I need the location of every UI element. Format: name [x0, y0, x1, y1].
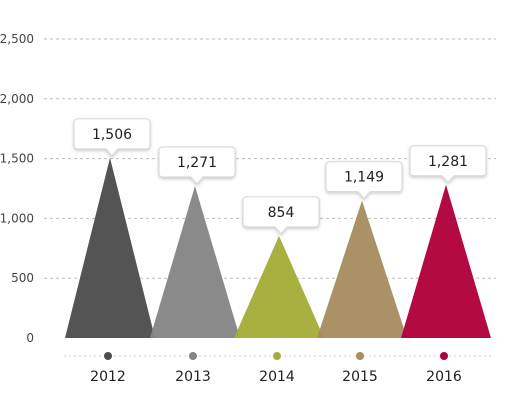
triangle-bar-2014 — [234, 235, 324, 338]
x-tick-label: 2015 — [342, 369, 378, 385]
data-label: 1,149 — [344, 170, 384, 186]
y-tick-label: 500 — [11, 271, 34, 285]
data-label: 1,506 — [92, 127, 132, 143]
y-tick-label: 0 — [26, 331, 34, 345]
callout-box — [73, 118, 151, 157]
y-tick-label: 1,500 — [0, 152, 34, 166]
value-callout — [409, 145, 487, 184]
triangle-bar-2013 — [150, 185, 240, 338]
triangle-bar-2012 — [65, 157, 155, 338]
triangle-bar-2015 — [317, 200, 407, 338]
value-callout — [242, 196, 320, 235]
data-label: 1,281 — [428, 154, 468, 170]
data-label: 1,271 — [177, 155, 217, 171]
category-marker-dot — [356, 352, 364, 360]
x-tick-label: 2014 — [259, 369, 295, 385]
callout-box — [242, 196, 320, 235]
y-tick-label: 2,000 — [0, 92, 34, 106]
value-callout — [158, 146, 236, 185]
data-label: 854 — [268, 205, 295, 221]
value-callout — [325, 161, 403, 200]
value-callout — [73, 118, 151, 157]
data-labels: 1,506 1,271 854 1,149 1,281 — [73, 118, 487, 235]
y-tick-label: 1,000 — [0, 211, 34, 225]
x-tick-label: 2016 — [426, 369, 462, 385]
category-marker-dot — [104, 352, 112, 360]
category-marker-dot — [440, 352, 448, 360]
callout-box — [409, 145, 487, 184]
triangle-bar-2016 — [401, 184, 491, 338]
callout-box — [158, 146, 236, 185]
data-series — [65, 157, 491, 338]
x-axis: 2012 2013 2014 2015 2016 — [64, 352, 492, 385]
category-marker-dot — [273, 352, 281, 360]
y-axis-tick-labels: 0 500 1,000 1,500 2,000 2,500 — [0, 32, 34, 345]
callout-box — [325, 161, 403, 200]
x-tick-label: 2012 — [90, 369, 126, 385]
y-tick-label: 2,500 — [0, 32, 34, 46]
x-tick-label: 2013 — [175, 369, 211, 385]
category-marker-dot — [189, 352, 197, 360]
